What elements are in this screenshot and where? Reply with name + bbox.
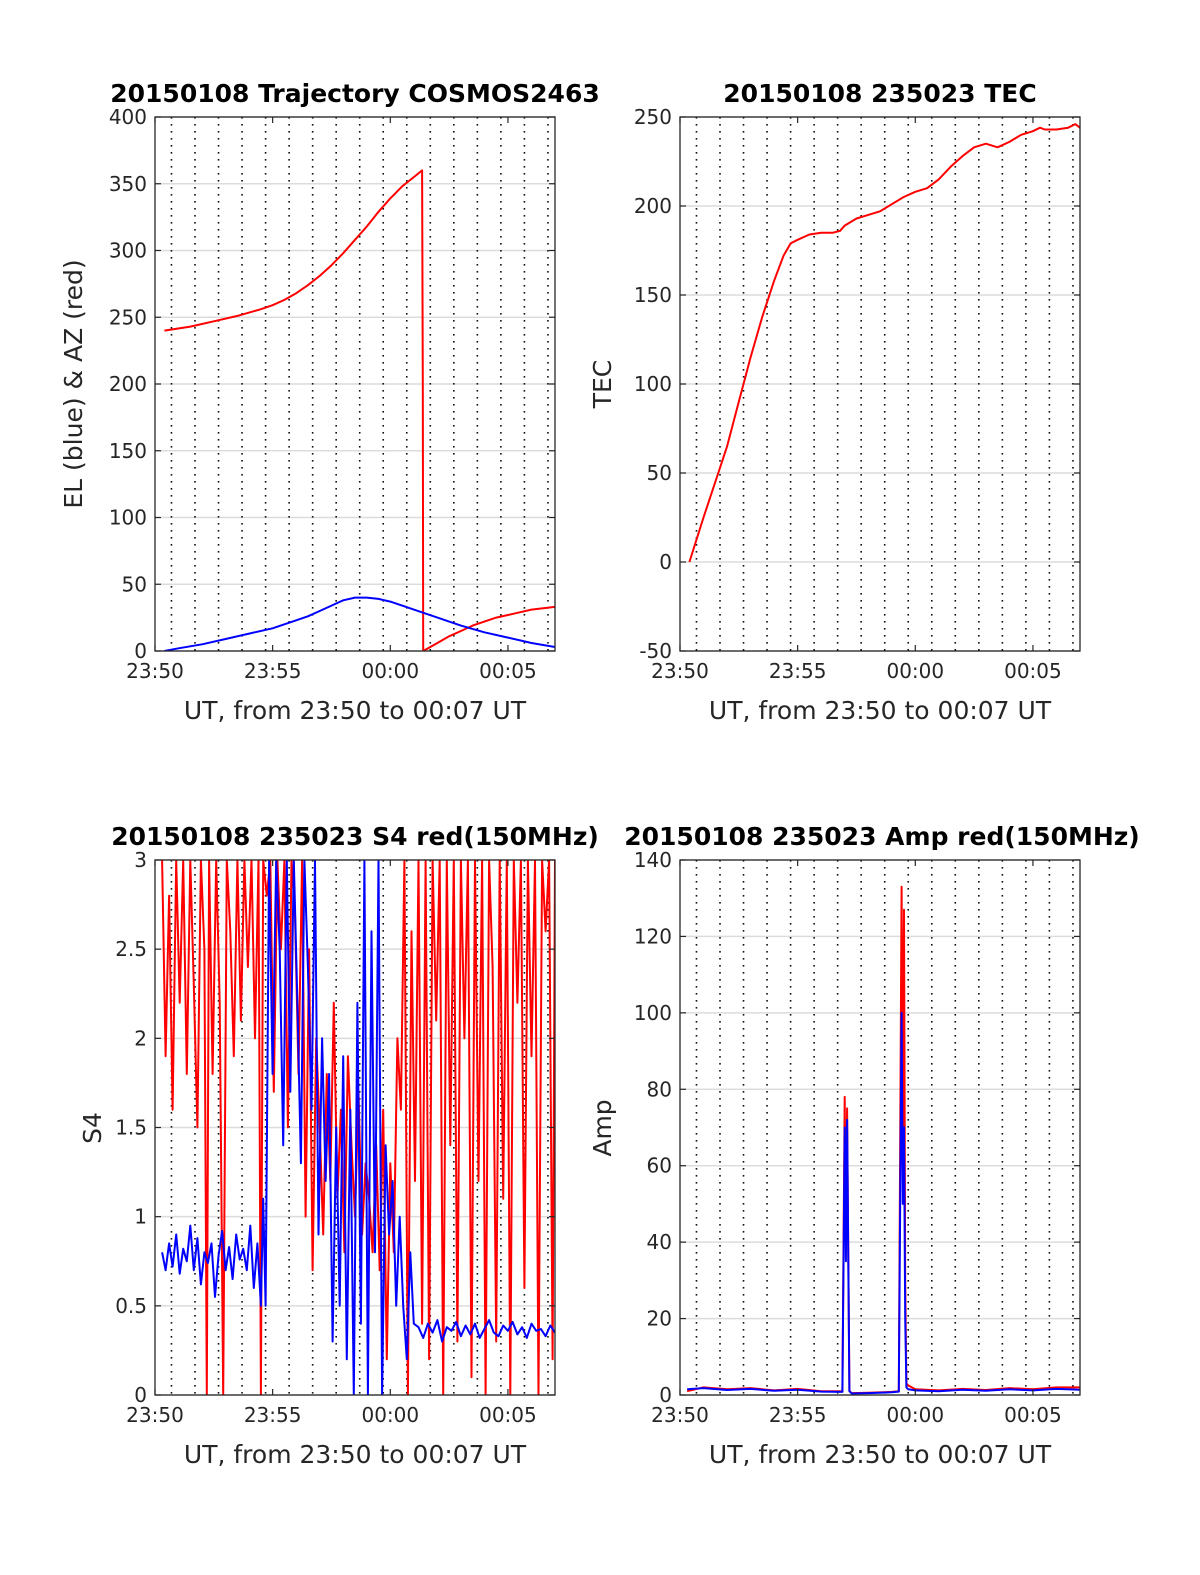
x-tick-label: 00:00 — [361, 1403, 419, 1427]
amp-x-axis-label: UT, from 23:50 to 00:07 UT — [709, 1440, 1052, 1469]
y-tick-label: 100 — [634, 372, 672, 396]
trajectory-panel: 20150108 Trajectory COSMOS2463 0 50 100 150… — [59, 79, 600, 725]
series-line-amp-red — [686, 885, 1080, 1395]
tec-y-axis-label: TEC — [588, 360, 617, 410]
amp-plot-area — [679, 859, 1081, 1396]
x-tick-label: 00:00 — [361, 659, 419, 683]
series-line-tec — [688, 123, 1080, 563]
y-tick-label: 400 — [109, 105, 147, 129]
y-tick-label: 350 — [109, 172, 147, 196]
amp-y-axis-label: Amp — [588, 1099, 617, 1156]
s4-y-axis-label: S4 — [78, 1112, 107, 1144]
x-tick-label: 00:05 — [479, 659, 537, 683]
y-tick-label: 20 — [647, 1307, 672, 1331]
y-tick-label: 250 — [634, 105, 672, 129]
y-tick-label: 0 — [134, 1383, 147, 1407]
y-tick-label: 120 — [634, 924, 672, 948]
y-tick-label: 100 — [109, 506, 147, 530]
tec-panel: 20150108 235023 TEC -50 0 50 100 150 200 250 23… — [588, 79, 1081, 725]
x-tick-label: 23:50 — [126, 1403, 184, 1427]
y-tick-label: 2 — [134, 1026, 147, 1050]
y-tick-label: 100 — [634, 1001, 672, 1025]
y-tick-label: 140 — [634, 848, 672, 872]
amp-panel: 0 20 40 60 80 100 120 140 23:50 23:55 00:00 00:05 2… — [588, 822, 1140, 1469]
x-tick-label: 00:05 — [479, 1403, 537, 1427]
x-tick-label: 23:55 — [769, 1403, 827, 1427]
tec-title: 20150108 235023 TEC — [723, 79, 1036, 108]
trajectory-title: 20150108 Trajectory COSMOS2463 — [110, 79, 600, 108]
x-tick-label: 23:55 — [769, 659, 827, 683]
x-tick-label: 00:00 — [886, 659, 944, 683]
series-line-az — [164, 169, 555, 651]
y-tick-label: 60 — [647, 1154, 672, 1178]
y-tick-label: 0 — [134, 639, 147, 663]
amp-title: 20150108 235023 Amp red(150MHz) — [624, 822, 1140, 851]
x-tick-label: 23:50 — [126, 659, 184, 683]
y-tick-label: 0 — [659, 1383, 672, 1407]
y-tick-label: 0 — [659, 550, 672, 574]
tec-x-axis-label: UT, from 23:50 to 00:07 UT — [709, 696, 1052, 725]
y-tick-label: 150 — [634, 283, 672, 307]
x-tick-label: 00:05 — [1004, 1403, 1062, 1427]
y-tick-label: -50 — [639, 639, 672, 663]
s4-panel: 0 0.5 1 1.5 2 2.5 3 23:50 23:55 00:00 00:05 201501… — [78, 822, 599, 1469]
x-tick-label: 23:50 — [651, 659, 709, 683]
x-tick-label: 00:05 — [1004, 659, 1062, 683]
y-tick-label: 1.5 — [115, 1116, 147, 1140]
x-tick-label: 23:55 — [244, 1403, 302, 1427]
y-tick-label: 50 — [122, 572, 147, 596]
series-line-s4-blue — [161, 860, 555, 1395]
y-tick-label: 300 — [109, 239, 147, 263]
s4-x-axis-label: UT, from 23:50 to 00:07 UT — [184, 1440, 527, 1469]
y-tick-label: 200 — [109, 372, 147, 396]
y-tick-label: 200 — [634, 194, 672, 218]
y-tick-label: 3 — [134, 848, 147, 872]
series-line-el — [164, 596, 555, 651]
s4-title: 20150108 235023 S4 red(150MHz) — [111, 822, 599, 851]
x-tick-label: 23:50 — [651, 1403, 709, 1427]
trajectory-x-axis-label: UT, from 23:50 to 00:07 UT — [184, 696, 527, 725]
y-tick-label: 40 — [647, 1230, 672, 1254]
series-line-amp-blue — [687, 1011, 1080, 1395]
y-tick-label: 150 — [109, 439, 147, 463]
y-tick-label: 50 — [647, 461, 672, 485]
y-tick-label: 250 — [109, 305, 147, 329]
trajectory-y-axis-label: EL (blue) & AZ (red) — [59, 259, 88, 508]
x-tick-label: 23:55 — [244, 659, 302, 683]
y-tick-label: 0.5 — [115, 1294, 147, 1318]
x-tick-label: 00:00 — [886, 1403, 944, 1427]
y-tick-label: 2.5 — [115, 937, 147, 961]
y-tick-label: 1 — [134, 1205, 147, 1229]
y-tick-label: 80 — [647, 1077, 672, 1101]
